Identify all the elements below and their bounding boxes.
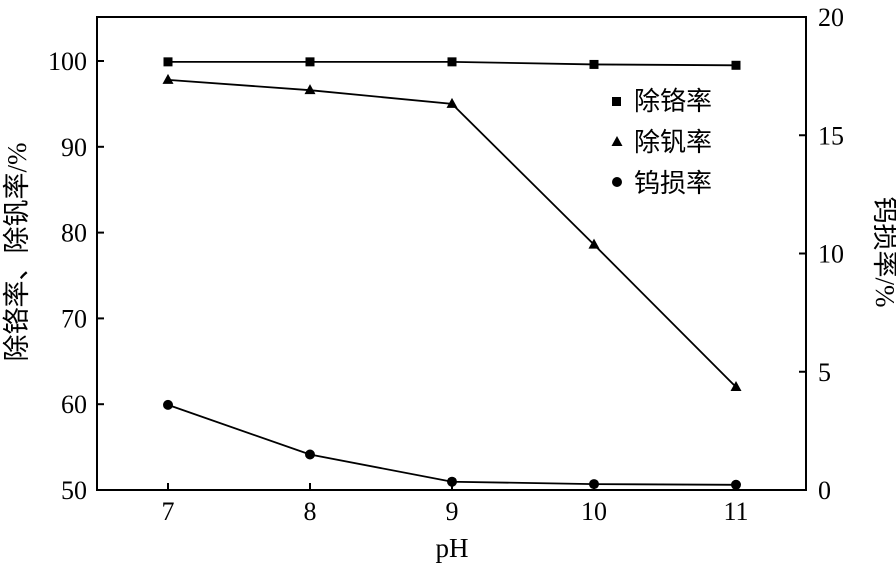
right-y-tick-label: 10 [818, 240, 844, 269]
legend-label-chromium: 除铬率 [634, 87, 712, 116]
data-point-triangle [446, 97, 458, 108]
data-point-square [731, 60, 741, 70]
left-y-tick-label: 80 [61, 219, 87, 248]
x-tick-label: 9 [446, 497, 459, 526]
right-y-tick-label: 0 [818, 476, 831, 505]
x-tick-label: 8 [304, 497, 317, 526]
data-point-square [589, 59, 599, 69]
data-point-circle [731, 479, 741, 490]
data-point-square [163, 57, 173, 67]
right-y-tick-label: 5 [818, 358, 831, 387]
left-axis-title: 除铬率、除钒率/% [2, 143, 32, 362]
ticks-layer: 7 8 9 10 11 50 60 70 80 90 100 0 5 10 15 20 [48, 3, 844, 526]
x-axis-title: pH [436, 533, 469, 563]
legend-label-vanadium: 除钒率 [634, 128, 712, 157]
right-y-tick-label: 15 [818, 121, 844, 150]
series-line-2 [167, 404, 737, 486]
left-y-tick-label: 100 [48, 47, 87, 76]
series-markers [162, 57, 742, 490]
data-point-circle [163, 399, 173, 410]
x-tick-label: 7 [162, 497, 175, 526]
left-y-tick-label: 50 [61, 476, 87, 505]
right-y-tick-label: 20 [818, 3, 844, 32]
series-lines [167, 60, 737, 486]
data-point-triangle [304, 84, 316, 95]
legend-marker-tungsten [612, 177, 622, 187]
x-tick-label: 11 [723, 497, 748, 526]
left-y-tick-label: 70 [61, 304, 87, 333]
series-line-1 [167, 78, 737, 388]
legend-marker-chromium [612, 97, 621, 106]
data-point-square [447, 57, 457, 67]
data-point-triangle [162, 73, 174, 84]
legend-marker-vanadium [611, 136, 623, 146]
left-y-tick-label: 90 [61, 133, 87, 162]
right-axis-title: 钨损率/% [870, 197, 896, 308]
data-point-square [305, 57, 315, 67]
legend-label-tungsten: 钨损率 [634, 169, 712, 198]
data-point-circle [305, 449, 315, 460]
x-tick-label: 10 [581, 497, 607, 526]
data-point-triangle [730, 381, 742, 392]
legend: 除铬率 除钒率 钨损率 [611, 87, 712, 198]
left-y-tick-label: 60 [61, 390, 87, 419]
data-point-circle [447, 476, 457, 487]
data-point-triangle [588, 238, 600, 249]
data-point-circle [589, 479, 599, 490]
